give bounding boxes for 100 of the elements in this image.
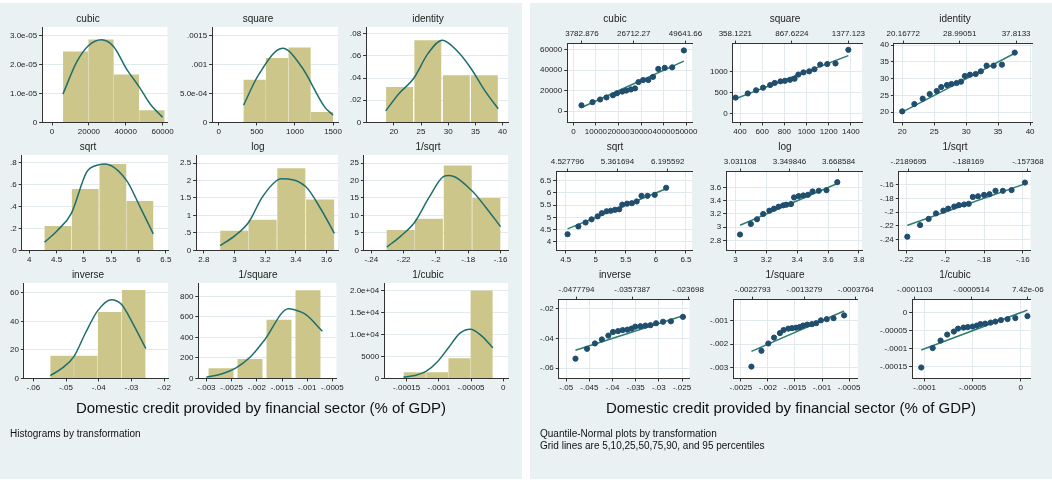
y-tick-label: .08 [350, 28, 362, 38]
x-tick-label: 35 [470, 127, 481, 137]
chart-title: 1/square [765, 268, 805, 280]
chart-title: cubic [603, 12, 627, 24]
chart-title: log [251, 140, 265, 152]
y-tick-label: 4 [546, 237, 552, 247]
text: Grid lines are 5,10,25,50,75,90, and 95 percentiles [540, 440, 766, 452]
x-tick-label: -.0005 [321, 383, 345, 393]
x-tick-label: 25 [929, 127, 940, 137]
x-tick-label: 400 [733, 127, 748, 137]
y-tick-label: 3.0e-05 [9, 30, 38, 40]
y-tick-label: 5.0e-04 [179, 88, 208, 98]
y-tick-label: -.00005 [879, 325, 908, 335]
x-tick-label: 1400 [842, 127, 861, 137]
y-tick-label: .5 [184, 228, 192, 238]
y-tick-label: 400 [179, 332, 194, 342]
y-tick-label: 0 [188, 373, 194, 383]
x-tick-label: -.035 [626, 383, 646, 393]
y-tick-label: .8 [10, 157, 18, 167]
x2-tick-label: -.0477794 [558, 285, 596, 294]
x2-tick-label: 4.527796 [550, 157, 585, 166]
x-tick-label: 30 [961, 127, 972, 137]
y-tick-label: 40 [9, 316, 20, 326]
y-tick-label: 2.8 [710, 235, 722, 245]
x-tick-label: 0 [571, 127, 577, 137]
x-tick-label: 5.5 [620, 255, 632, 265]
y-tick-label: 20000 [540, 85, 563, 95]
y-tick-label: 6 [546, 188, 552, 198]
y-tick-label: 3 [716, 222, 722, 232]
x2-tick-label: -.0001103 [897, 285, 933, 294]
x-tick-label: 0 [500, 383, 506, 393]
x-tick-label: -.22 [396, 255, 412, 265]
x-tick-label: -.04 [605, 383, 620, 393]
x-tick-label: 6.5 [680, 255, 693, 265]
x2-tick-label: -.2189695 [890, 157, 928, 166]
x-tick-label: 6 [653, 255, 659, 265]
x-tick-label: 3.2 [259, 255, 272, 265]
y-tick-label: 20 [9, 345, 20, 355]
y-tick-label: .6 [10, 179, 18, 189]
chart-title: log [778, 140, 792, 152]
x-tick-label: 50000 [675, 127, 699, 137]
y-tick-label: 5 [354, 228, 360, 238]
x2-tick-label: -.023698 [672, 285, 705, 294]
x-tick-label: 5 [593, 255, 599, 265]
y-tick-label: 0 [14, 373, 20, 383]
y-tick-label: -.0001 [884, 343, 908, 353]
y-tick-label: -.18 [879, 193, 895, 203]
x-tick-label: 20000 [77, 127, 101, 137]
y-tick-label: 0 [723, 109, 729, 119]
y-tick-label: 2.5 [180, 158, 192, 168]
x-tick-label: 1500 [324, 127, 343, 137]
x-tick-label: 60000 [151, 127, 175, 137]
x-tick-label: 1000 [286, 127, 305, 137]
chart-title: inverse [598, 268, 632, 280]
x2-tick-label: 867.6224 [775, 29, 810, 38]
x-tick-label: 20 [389, 127, 399, 137]
y-tick-label: -.06 [539, 363, 555, 373]
y-tick-label: .001 [191, 59, 208, 69]
x-tick-label: 40 [498, 127, 508, 137]
text: Quantile-Normal plots by transformation [540, 428, 718, 440]
y-tick-label: 1.0e-05 [9, 88, 38, 98]
y-tick-label: 1.5e+04 [350, 307, 380, 317]
x-tick-label: -.00005 [959, 383, 987, 393]
y-tick-label: -.22 [879, 220, 895, 230]
x-tick-label: 20000 [607, 127, 631, 137]
chart-title: 1/square [238, 268, 278, 280]
chart-title: cubic [76, 12, 100, 24]
x-tick-label: 1200 [819, 127, 839, 137]
y-tick-label: .2 [10, 223, 18, 233]
y-tick-label: 3.4 [710, 195, 722, 205]
y-tick-label: .04 [350, 73, 362, 83]
x-tick-label: 600 [755, 127, 770, 137]
y-tick-label: 30 [879, 73, 890, 83]
y-tick-label: 60 [9, 288, 20, 298]
x2-tick-label: 3.031108 [723, 157, 758, 166]
chart-title: 1/cubic [939, 268, 971, 280]
x-tick-label: -.00005 [457, 383, 486, 393]
chart-title: sqrt [606, 140, 624, 152]
y-tick-label: 60000 [540, 44, 563, 54]
y-tick-label: 1.5 [180, 193, 192, 203]
x2-tick-label: -.0022793 [734, 285, 772, 294]
x-tick-label: 3.6 [321, 255, 333, 265]
x-tick-label: 0 [49, 127, 55, 137]
x2-tick-label: 49641.66 [668, 29, 703, 38]
x-tick-label: 1000 [797, 127, 816, 137]
x2-tick-label: 7.42e-06 [1012, 285, 1045, 294]
y-tick-label: 3.6 [710, 182, 722, 192]
chart-title: identity [412, 12, 444, 24]
y-tick-label: 20 [879, 107, 890, 117]
x-tick-label: -.05 [559, 383, 574, 393]
chart-title: square [769, 12, 801, 24]
y-tick-label: 500 [714, 87, 729, 97]
x2-tick-label: 28.99051 [943, 29, 977, 38]
y-tick-label: 0 [354, 245, 360, 255]
x-tick-label: 3 [733, 255, 739, 265]
x2-tick-label: -.157368 [1012, 157, 1045, 166]
x-tick-label: 30000 [630, 127, 653, 137]
y-tick-label: 2 [186, 175, 192, 185]
y-tick-label: .02 [350, 95, 362, 105]
x-tick-label: 4.5 [51, 255, 63, 265]
